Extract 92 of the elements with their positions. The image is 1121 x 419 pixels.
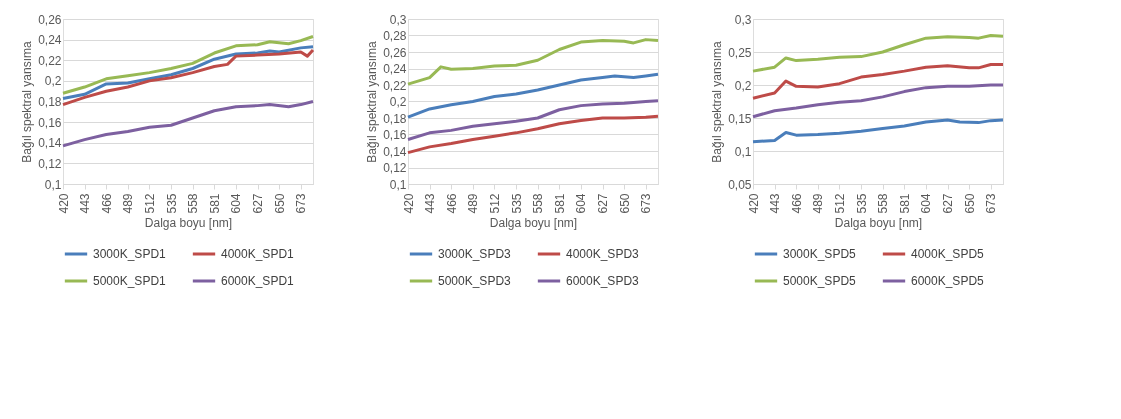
legend-label: 5000K_SPD3 — [438, 274, 512, 288]
y-tick-label: 0,3 — [389, 12, 407, 27]
x-tick-label: 535 — [164, 193, 179, 214]
legend-label: 4000K_SPD1 — [221, 247, 295, 261]
x-tick-label: 650 — [617, 193, 632, 214]
x-tick-label: 512 — [142, 193, 157, 214]
x-axis-title: Dalga boyu [nm] — [489, 215, 578, 230]
y-tick-label: 0,1 — [44, 177, 62, 192]
x-tick-label: 673 — [639, 193, 654, 214]
legend-label: 5000K_SPD5 — [783, 274, 857, 288]
x-tick-label: 489 — [811, 193, 826, 214]
x-tick-label: 535 — [509, 193, 524, 214]
x-tick-label: 581 — [552, 193, 567, 214]
x-tick-label: 558 — [531, 193, 546, 214]
y-tick-label: 0,2 — [44, 74, 62, 89]
y-axis-title: Bağıl spektral yansıma — [365, 40, 380, 163]
legend-label: 3000K_SPD3 — [438, 247, 512, 261]
x-axis-title: Dalga boyu [nm] — [834, 215, 923, 230]
legend-label: 3000K_SPD5 — [783, 247, 857, 261]
y-tick-label: 0,16 — [38, 115, 62, 130]
y-axis-title: Bağıl spektral yansıma — [710, 40, 725, 163]
x-tick-label: 512 — [487, 193, 502, 214]
legend-label: 4000K_SPD3 — [566, 247, 640, 261]
y-tick-label: 0,12 — [38, 156, 62, 171]
y-tick-label: 0,18 — [38, 95, 62, 109]
y-tick-label: 0,2 — [734, 78, 752, 93]
y-tick-label: 0,14 — [38, 136, 62, 151]
x-tick-label: 466 — [444, 193, 459, 214]
y-tick-label: 0,3 — [734, 12, 752, 27]
line-series — [406, 99, 660, 141]
line-series — [61, 35, 315, 95]
y-tick-label: 0,1 — [389, 177, 407, 192]
legend-label: 6000K_SPD1 — [221, 274, 295, 288]
x-tick-label: 627 — [596, 193, 611, 214]
y-tick-label: 0,16 — [383, 128, 407, 142]
line-series — [61, 100, 315, 148]
x-tick-label: 420 — [401, 193, 416, 214]
x-tick-label: 627 — [941, 193, 956, 214]
legend-label: 6000K_SPD3 — [566, 274, 640, 288]
x-tick-label: 489 — [466, 193, 481, 214]
line-series — [406, 38, 660, 86]
y-tick-label: 0,18 — [383, 111, 407, 126]
x-tick-label: 627 — [251, 193, 266, 214]
x-tick-label: 512 — [832, 193, 847, 214]
legend-label: 4000K_SPD5 — [911, 247, 985, 261]
line-series — [751, 34, 1005, 73]
x-tick-label: 443 — [423, 193, 438, 214]
x-tick-label: 558 — [876, 193, 891, 214]
x-tick-label: 535 — [854, 193, 869, 214]
y-tick-label: 0,2 — [389, 95, 407, 109]
y-tick-label: 0,15 — [728, 111, 752, 126]
y-tick-label: 0,25 — [728, 45, 752, 60]
x-tick-label: 604 — [229, 193, 244, 214]
y-tick-label: 0,1 — [734, 144, 752, 159]
line-series — [751, 63, 1005, 100]
y-tick-label: 0,05 — [728, 177, 752, 192]
x-tick-label: 604 — [919, 193, 934, 214]
y-tick-label: 0,24 — [38, 33, 62, 48]
x-tick-label: 558 — [186, 193, 201, 214]
y-tick-label: 0,28 — [383, 29, 407, 43]
x-axis-title: Dalga boyu [nm] — [144, 215, 233, 230]
x-tick-label: 650 — [272, 193, 287, 214]
line-series — [751, 118, 1005, 144]
x-tick-label: 466 — [789, 193, 804, 214]
line-series — [406, 114, 660, 155]
line-series — [406, 72, 660, 119]
x-tick-label: 443 — [768, 193, 783, 214]
x-tick-label: 420 — [56, 193, 71, 214]
y-tick-label: 0,26 — [38, 12, 62, 27]
x-tick-label: 489 — [121, 193, 136, 214]
y-tick-label: 0,22 — [383, 78, 407, 93]
y-tick-label: 0,22 — [38, 53, 62, 68]
y-axis-title: Bağıl spektral yansıma — [20, 40, 35, 163]
x-tick-label: 443 — [78, 193, 93, 214]
line-series — [61, 48, 315, 107]
legend-label: 3000K_SPD1 — [93, 247, 167, 261]
y-tick-label: 0,26 — [383, 45, 407, 60]
x-tick-label: 581 — [207, 193, 222, 214]
y-tick-label: 0,12 — [383, 161, 407, 175]
x-tick-label: 581 — [897, 193, 912, 214]
y-tick-label: 0,14 — [383, 144, 407, 159]
x-tick-label: 673 — [984, 193, 999, 214]
line-series — [751, 83, 1005, 119]
x-tick-label: 673 — [294, 193, 309, 214]
x-tick-label: 604 — [574, 193, 589, 214]
y-tick-label: 0,24 — [383, 62, 407, 76]
legend-label: 5000K_SPD1 — [93, 274, 167, 288]
x-tick-label: 420 — [746, 193, 761, 214]
line-series — [61, 45, 315, 100]
x-tick-label: 650 — [962, 193, 977, 214]
x-tick-label: 466 — [99, 193, 114, 214]
legend-label: 6000K_SPD5 — [911, 274, 985, 288]
